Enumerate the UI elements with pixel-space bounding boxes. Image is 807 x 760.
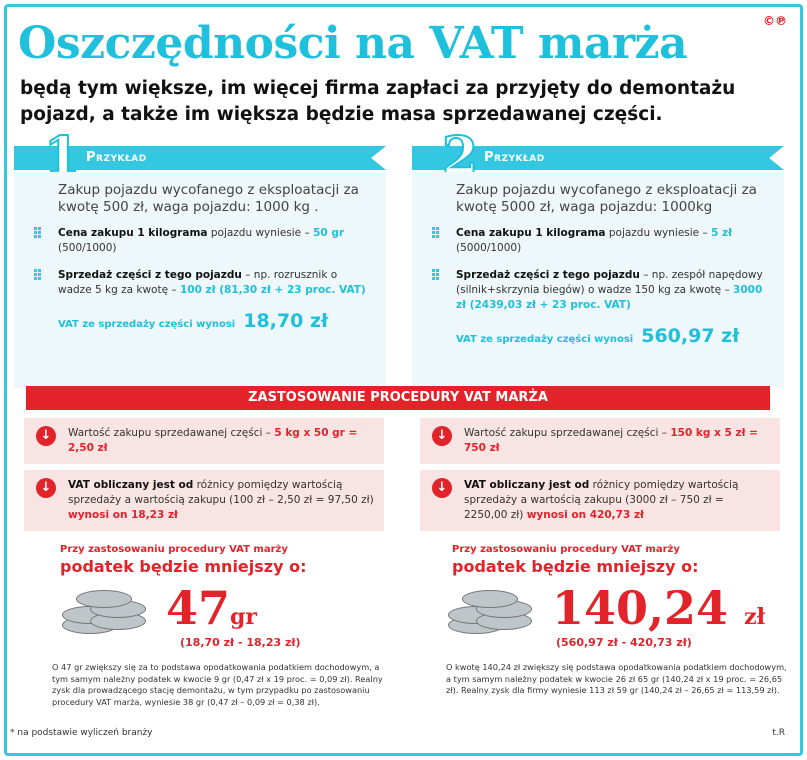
arrow-down-icon: ↓	[432, 426, 452, 446]
box-bold: VAT obliczany jest od	[464, 479, 590, 491]
item-text: – np. zespół napędowy (silnik+skrzynia b…	[456, 269, 763, 296]
procedure-title-bar: ZASTOSOWANIE PROCEDURY VAT MARŻA	[26, 386, 770, 410]
savings-head-text: podatek będzie mniejszy o:	[60, 557, 307, 576]
procedure-column-1: ↓ Wartość zakupu sprzedawanej części – 5…	[24, 418, 384, 537]
vat-label: VAT ze sprzedaży części wynosi	[58, 319, 236, 330]
page-subtitle: będą tym większe, im więcej firma zapłac…	[20, 78, 736, 125]
example-banner: 1 Przykład	[14, 125, 394, 188]
item-value: 50 gr	[313, 227, 345, 239]
item-bold: Cena zakupu 1 kilograma	[456, 227, 606, 239]
box-text: Wartość zakupu sprzedawanej części –	[68, 427, 275, 439]
example-panel: Zakup pojazdu wycofanego z eksploatacji …	[412, 172, 784, 388]
infographic-frame	[4, 4, 803, 756]
box-value: wynosi on 18,23 zł	[68, 509, 178, 521]
box-text: różnicy pomiędzy wartością sprzedaży a w…	[68, 479, 374, 506]
example-panel: Zakup pojazdu wycofanego z eksploatacji …	[14, 172, 386, 388]
box-text: Wartość zakupu sprzedawanej części –	[464, 427, 671, 439]
banner-bar	[14, 146, 386, 170]
author-credit: t.R	[772, 728, 785, 738]
vat-value: 560,97 zł	[641, 325, 740, 347]
item-text: pojazdu wyniesie –	[207, 227, 314, 239]
box-bold: VAT obliczany jest od	[68, 479, 194, 491]
dots-icon	[34, 227, 44, 238]
savings-unit: gr	[230, 604, 257, 630]
savings-small-text: Przy zastosowaniu procedury VAT marży	[452, 544, 680, 555]
page-title: Oszczędności na VAT marża	[18, 18, 688, 69]
arrow-down-icon: ↓	[36, 426, 56, 446]
example-label: Przykład	[484, 150, 545, 165]
vat-calc-box: ↓ VAT obliczany jest od różnicy pomiędzy…	[24, 470, 384, 531]
savings-small-text: Przy zastosowaniu procedury VAT marży	[60, 544, 288, 555]
procedure-column-2: ↓ Wartość zakupu sprzedawanej części – 1…	[420, 418, 780, 537]
item-value: 100 zł (81,30 zł + 23 proc. VAT)	[179, 284, 366, 296]
coins-icon	[62, 582, 152, 638]
item-value: 5 zł	[711, 227, 733, 239]
price-per-kg-item: Cena zakupu 1 kilograma pojazdu wyniesie…	[432, 226, 772, 256]
banner-bar	[412, 146, 784, 170]
vat-value: 18,70 zł	[243, 310, 329, 332]
price-per-kg-item: Cena zakupu 1 kilograma pojazdu wyniesie…	[34, 226, 374, 256]
example-label: Przykład	[86, 150, 147, 165]
footnote: * na podstawie wyliczeń branży	[10, 728, 153, 738]
savings-heading-2: Przy zastosowaniu procedury VAT marży po…	[452, 544, 807, 576]
example-1: 1 Przykład Zakup pojazdu wycofanego z ek…	[14, 125, 394, 388]
item-bold: Sprzedaż części z tego pojazdu	[58, 269, 242, 281]
savings-value-1: 47gr	[166, 582, 257, 643]
savings-calc-2: (560,97 zł - 420,73 zł)	[556, 636, 692, 649]
savings-heading-1: Przy zastosowaniu procedury VAT marży po…	[60, 544, 420, 576]
dots-icon	[432, 269, 442, 280]
purchase-value-box: ↓ Wartość zakupu sprzedawanej części – 5…	[24, 418, 384, 464]
example-lead: Zakup pojazdu wycofanego z eksploatacji …	[58, 182, 359, 215]
item-bold: Cena zakupu 1 kilograma	[58, 227, 208, 239]
item-text: pojazdu wyniesie –	[605, 227, 712, 239]
box-text: różnicy pomiędzy wartością sprzedaży a w…	[464, 479, 739, 521]
explanation-note-1: O 47 gr zwiększy się za to podstawa opod…	[52, 662, 383, 707]
example-banner: 2 Przykład	[412, 125, 792, 188]
item-note: (500/1000)	[58, 242, 117, 254]
savings-value-2: 140,24 zł	[552, 582, 765, 643]
item-note: (5000/1000)	[456, 242, 522, 254]
item-text: – np. rozrusznik o wadze 5 kg za kwotę –	[58, 269, 338, 296]
part-sale-item: Sprzedaż części z tego pojazdu – np. zes…	[432, 268, 772, 313]
box-value: wynosi on 420,73 zł	[526, 509, 644, 521]
dots-icon	[432, 227, 442, 238]
item-value: 3000 zł (2439,03 zł + 23 proc. VAT)	[456, 284, 763, 311]
example-2: 2 Przykład Zakup pojazdu wycofanego z ek…	[412, 125, 792, 388]
dots-icon	[34, 269, 44, 280]
savings-amount: 140,24	[552, 581, 729, 635]
savings-calc-1: (18,70 zł - 18,23 zł)	[180, 636, 301, 649]
explanation-note-2: O kwotę 140,24 zł zwiększy się podstawa …	[446, 662, 787, 695]
box-value: 5 kg x 50 gr = 2,50 zł	[68, 427, 358, 454]
vat-row: VAT ze sprzedaży części wynosi 18,70 zł	[58, 310, 374, 332]
part-sale-item: Sprzedaż części z tego pojazdu – np. roz…	[34, 268, 374, 298]
item-bold: Sprzedaż części z tego pojazdu	[456, 269, 640, 281]
arrow-down-icon: ↓	[432, 478, 452, 498]
savings-amount: 47	[166, 581, 231, 635]
purchase-value-box: ↓ Wartość zakupu sprzedawanej części – 1…	[420, 418, 780, 464]
vat-row: VAT ze sprzedaży części wynosi 560,97 zł	[456, 325, 772, 347]
coins-icon	[448, 582, 538, 638]
arrow-down-icon: ↓	[36, 478, 56, 498]
vat-calc-box: ↓ VAT obliczany jest od różnicy pomiędzy…	[420, 470, 780, 531]
savings-unit: zł	[744, 604, 766, 630]
box-value: 150 kg x 5 zł = 750 zł	[464, 427, 758, 454]
vat-label: VAT ze sprzedaży części wynosi	[456, 334, 634, 345]
example-lead: Zakup pojazdu wycofanego z eksploatacji …	[456, 182, 757, 215]
copyright-mark: ©℗	[763, 14, 787, 28]
savings-head-text: podatek będzie mniejszy o:	[452, 557, 699, 576]
